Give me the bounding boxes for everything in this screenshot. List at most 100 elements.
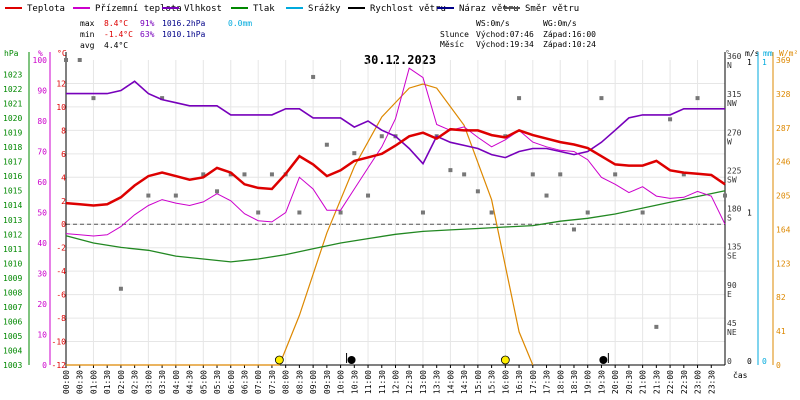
x-tick-label: 05:00	[199, 370, 208, 394]
x-tick-label: 19:30	[597, 370, 606, 394]
temp-unit: °C	[57, 49, 67, 58]
wind-direction-point	[324, 142, 329, 147]
hpa-tick-label: 1014	[3, 201, 22, 210]
hum-unit: %	[38, 49, 43, 58]
wind-direction-point	[228, 172, 233, 177]
dir-tick-label: 45	[727, 319, 737, 328]
wind-direction-point	[91, 96, 96, 101]
wind-direction-point	[118, 286, 123, 291]
wind-direction-point	[585, 210, 590, 215]
x-tick-label: 17:00	[529, 370, 538, 394]
wind-direction-point	[558, 172, 563, 177]
x-tick-label: 08:30	[295, 370, 304, 394]
legend-item-srazky: Srážky	[286, 4, 341, 14]
wind-direction-point	[173, 193, 178, 198]
temp-tick-label: 4	[61, 173, 66, 182]
legend-item-prizemni-teplota: Přízemní teplota	[73, 4, 182, 14]
hpa-tick-label: 1010	[3, 259, 22, 268]
wind-direction-point	[489, 210, 494, 215]
x-tick-label: 07:30	[268, 370, 277, 394]
temp-tick-label: 12	[56, 79, 66, 88]
sunset-icon	[500, 355, 510, 365]
wind-direction-point	[420, 210, 425, 215]
x-tick-label: 22:30	[680, 370, 689, 394]
wind-direction-point	[517, 96, 522, 101]
x-tick-label: 10:00	[337, 370, 346, 394]
legend-item-smer-vetru: Směr větru	[503, 4, 579, 14]
temp-tick-label: 10	[56, 103, 66, 112]
ground-temperature-line	[65, 67, 726, 237]
x-tick-label: 18:30	[570, 370, 579, 394]
hpa-tick-label: 1020	[3, 114, 22, 123]
wind-direction-point	[530, 172, 535, 177]
x-tick-label: 11:30	[378, 370, 387, 394]
wind-direction-point	[613, 172, 618, 177]
hpa-tick-label: 1005	[3, 332, 22, 341]
hum-tick-label: 0	[42, 361, 47, 370]
temp-tick-label: -8	[56, 314, 66, 323]
info-block: WS:0m/s WG:0m/s Slunce Východ:07:46 Zápa…	[440, 19, 596, 49]
hpa-tick-label: 1017	[3, 158, 22, 167]
info-sunrise: Východ:07:46	[476, 30, 534, 39]
hum-tick-label: 20	[37, 300, 47, 309]
hpa-tick-label: 1019	[3, 129, 22, 138]
wind-direction-point	[160, 96, 165, 101]
hpa-tick-label: 1009	[3, 274, 22, 283]
legend-item-teplota: Teplota	[5, 4, 65, 14]
x-tick-label: 15:00	[474, 370, 483, 394]
x-tick-label: 15:30	[488, 370, 497, 394]
wind-direction-point	[297, 210, 302, 215]
x-tick-label: 23:00	[694, 370, 703, 394]
wind-direction-point	[269, 172, 274, 177]
hum-tick-label: 40	[37, 239, 47, 248]
x-tick-label: 22:00	[666, 370, 675, 394]
hum-tick-label: 30	[37, 270, 47, 279]
wind-direction-point	[366, 193, 371, 198]
wind-direction-point	[681, 172, 686, 177]
hpa-tick-label: 1007	[3, 303, 22, 312]
x-tick-label: 12:30	[405, 370, 414, 394]
chart-title: 30.12.2023	[364, 53, 436, 67]
x-tick-label: 12:00	[392, 370, 401, 394]
x-tick-label: 01:00	[89, 370, 98, 394]
dir-tick-compass: NE	[727, 328, 737, 337]
x-tick-label: 14:30	[460, 370, 469, 394]
wind-direction-point	[723, 193, 727, 198]
stat-min-temp: -1.4°C	[104, 30, 133, 39]
temp-tick-label: -4	[56, 267, 66, 276]
stat-max-hum: 91%	[140, 19, 155, 28]
hpa-tick-label: 1013	[3, 216, 22, 225]
hpa-tick-label: 1022	[3, 85, 22, 94]
x-tick-label: 03:00	[144, 370, 153, 394]
dir-tick-label: 315	[727, 90, 742, 99]
hpa-tick-label: 1023	[3, 71, 22, 80]
x-tick-label: 06:00	[227, 370, 236, 394]
solar-radiation-line	[66, 83, 534, 366]
hpa-tick-label: 1004	[3, 346, 22, 355]
stat-min-pres: 1010.1hPa	[162, 30, 206, 39]
wm2-tick-label: 123	[776, 259, 791, 268]
x-tick-label: 00:00	[62, 370, 71, 394]
hpa-tick-label: 1011	[3, 245, 22, 254]
wind-direction-point	[668, 117, 673, 122]
hpa-tick-label: 1021	[3, 100, 22, 109]
legend-label: Vlhkost	[184, 4, 222, 14]
ms-tick-bottom: 0	[747, 357, 752, 366]
pressure-line	[65, 190, 726, 263]
x-tick-label: 04:30	[186, 370, 195, 394]
x-tick-label: 21:30	[652, 370, 661, 394]
hpa-tick-label: 1008	[3, 288, 22, 297]
temp-tick-label: 6	[61, 150, 66, 159]
x-tick-label: 09:00	[309, 370, 318, 394]
hpa-unit: hPa	[4, 49, 19, 58]
legend-label: Teplota	[27, 4, 65, 14]
wind-direction-point	[311, 74, 316, 79]
dir-tick-label: 135	[727, 243, 742, 252]
info-wg: WG:0m/s	[543, 19, 577, 28]
wind-direction-point	[242, 172, 247, 177]
x-tick-label: 20:30	[625, 370, 634, 394]
wind-direction-point	[475, 189, 480, 194]
dir-tick-compass: SW	[727, 175, 737, 184]
x-tick-label: 19:00	[584, 370, 593, 394]
wm2-tick-label: 246	[776, 158, 791, 167]
